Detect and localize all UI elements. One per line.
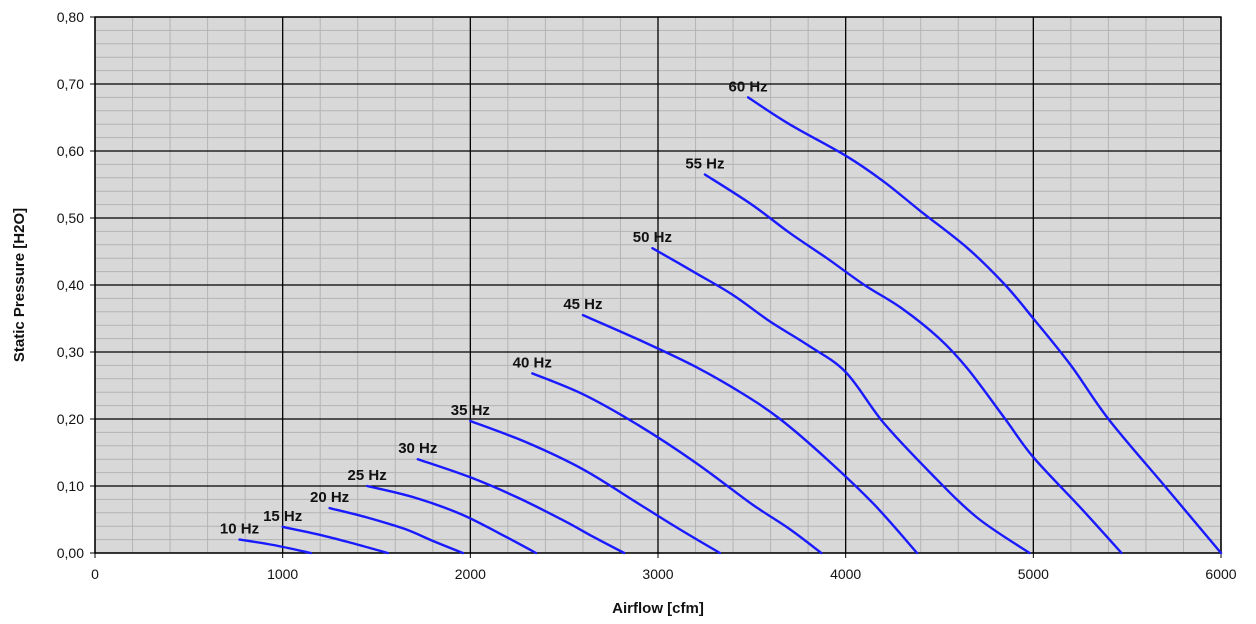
x-tick-label: 4000 <box>830 566 861 582</box>
curve-60-hz <box>746 96 1223 555</box>
curve-15-hz <box>281 525 389 555</box>
curve-label-35-hz: 35 Hz <box>451 402 490 419</box>
x-tick-label: 0 <box>91 566 99 582</box>
curve-label-10-hz: 10 Hz <box>220 521 259 538</box>
y-tick-label: 0,20 <box>57 411 84 427</box>
curve-10-hz <box>238 538 312 555</box>
x-axis-title: Airflow [cfm] <box>612 600 704 617</box>
x-tick-label: 3000 <box>642 566 673 582</box>
curve-20-hz <box>328 506 464 555</box>
curve-label-15-hz: 15 Hz <box>263 508 302 525</box>
curve-label-30-hz: 30 Hz <box>398 440 437 457</box>
curve-label-40-hz: 40 Hz <box>513 354 552 371</box>
curve-40-hz <box>531 372 823 555</box>
y-axis-title: Static Pressure [H2O] <box>11 208 28 362</box>
curve-label-45-hz: 45 Hz <box>563 296 602 313</box>
y-tick-label: 0,80 <box>57 9 84 25</box>
curve-50-hz <box>651 247 1031 555</box>
y-tick-label: 0,40 <box>57 277 84 293</box>
curve-label-55-hz: 55 Hz <box>685 155 724 172</box>
y-tick-label: 0,60 <box>57 143 84 159</box>
x-tick-label: 1000 <box>267 566 298 582</box>
y-tick-label: 0,00 <box>57 545 84 561</box>
y-tick-label: 0,30 <box>57 344 84 360</box>
curve-label-60-hz: 60 Hz <box>728 78 767 95</box>
y-tick-label: 0,50 <box>57 210 84 226</box>
y-tick-label: 0,10 <box>57 478 84 494</box>
curve-label-20-hz: 20 Hz <box>310 489 349 506</box>
curve-label-25-hz: 25 Hz <box>348 467 387 484</box>
x-tick-label: 6000 <box>1205 566 1236 582</box>
curve-label-50-hz: 50 Hz <box>633 229 672 246</box>
x-tick-label: 5000 <box>1018 566 1049 582</box>
curve-35-hz <box>469 419 722 555</box>
y-tick-label: 0,70 <box>57 76 84 92</box>
curve-45-hz <box>581 313 919 555</box>
x-tick-label: 2000 <box>455 566 486 582</box>
curve-55-hz <box>703 173 1123 555</box>
curve-30-hz <box>416 458 626 555</box>
curve-25-hz <box>365 484 538 555</box>
